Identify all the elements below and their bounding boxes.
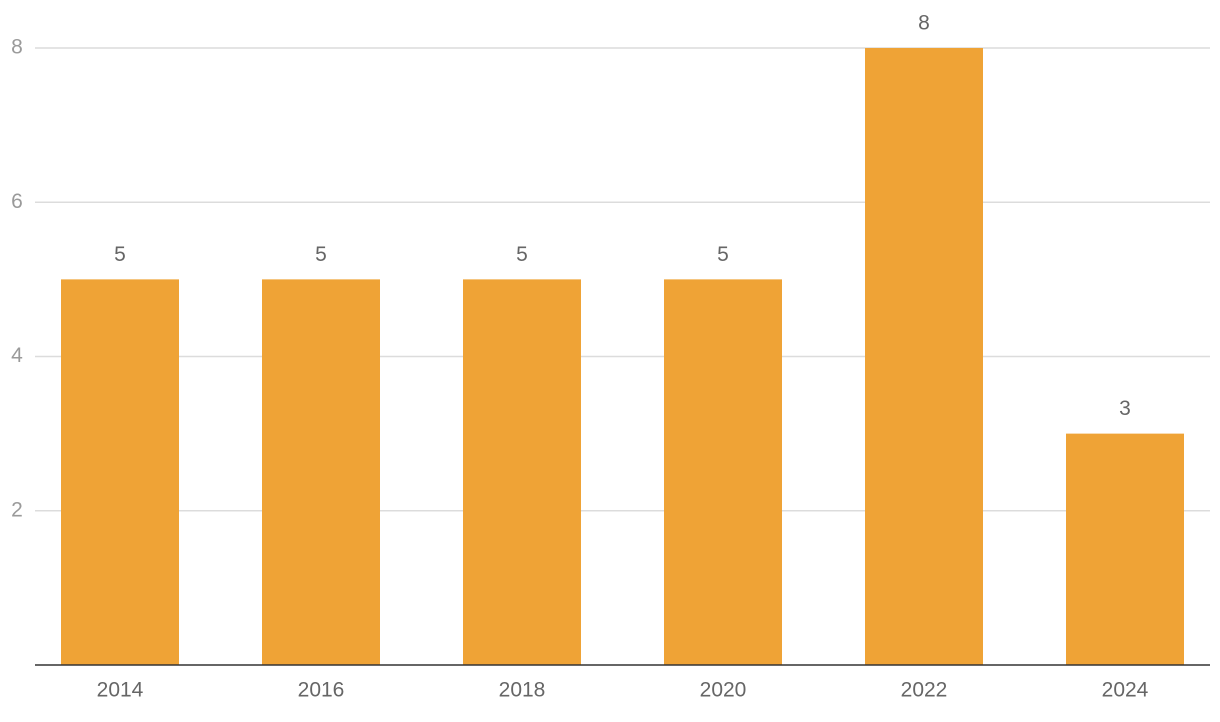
bar	[664, 279, 782, 665]
data-label: 5	[315, 243, 327, 266]
bar	[61, 279, 179, 665]
bar	[262, 279, 380, 665]
data-label: 8	[918, 12, 930, 35]
y-tick-label: 2	[11, 498, 23, 521]
bar	[865, 48, 983, 665]
x-tick-label: 2020	[700, 679, 747, 702]
data-label: 3	[1119, 397, 1131, 420]
x-tick-label: 2022	[901, 679, 948, 702]
y-tick-label: 4	[11, 344, 23, 367]
data-label: 5	[516, 243, 528, 266]
bar	[463, 279, 581, 665]
x-tick-label: 2024	[1102, 679, 1149, 702]
data-label: 5	[114, 243, 126, 266]
x-tick-label: 2014	[97, 679, 144, 702]
y-tick-label: 6	[11, 190, 23, 213]
x-tick-label: 2018	[499, 679, 546, 702]
x-tick-label: 2016	[298, 679, 345, 702]
bar	[1066, 433, 1184, 665]
y-tick-label: 8	[11, 36, 23, 59]
data-label: 5	[717, 243, 729, 266]
